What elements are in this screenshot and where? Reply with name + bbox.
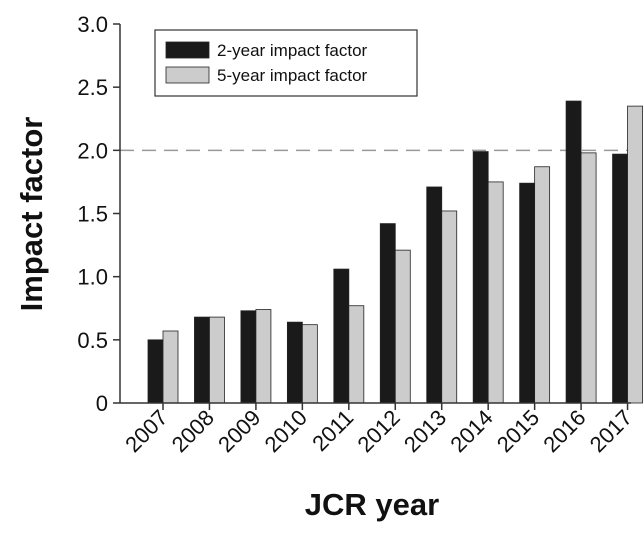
- bar-2yr-2017: [612, 153, 628, 404]
- y-axis-title: Impact factor: [14, 117, 49, 312]
- x-tick-label: 2017: [585, 405, 637, 457]
- bar-5yr-2017: [627, 105, 643, 404]
- bar-2yr-2012: [379, 223, 396, 404]
- legend-label: 5-year impact factor: [217, 66, 368, 85]
- x-tick-label: 2016: [538, 405, 590, 457]
- x-tick-label: 2011: [307, 405, 358, 456]
- bar-2yr-2007: [147, 339, 164, 404]
- y-tick-label: 1.0: [77, 265, 108, 290]
- bar-5yr-2010: [301, 324, 318, 404]
- x-tick-label: 2010: [260, 405, 312, 457]
- bar-2yr-2010: [286, 321, 303, 404]
- x-tick-label: 2012: [353, 405, 405, 457]
- bars-layer: [147, 100, 643, 404]
- x-tick-label: 2014: [445, 405, 497, 457]
- y-tick-label: 1.5: [77, 202, 108, 227]
- bar-2yr-2013: [426, 186, 443, 404]
- legend: 2-year impact factor 5-year impact factor: [154, 29, 418, 97]
- bar-5yr-2013: [441, 210, 458, 404]
- legend-swatch: [165, 66, 210, 84]
- bar-5yr-2008: [209, 316, 225, 404]
- bar-2yr-2016: [565, 100, 582, 404]
- x-tick-label: 2008: [167, 405, 219, 457]
- y-tick-label: 0: [96, 391, 108, 416]
- bar-5yr-2011: [348, 305, 365, 404]
- bar-5yr-2007: [162, 330, 179, 404]
- bar-2yr-2009: [240, 310, 257, 404]
- bar-2yr-2014: [472, 151, 489, 404]
- y-tick-label: 3.0: [77, 12, 108, 37]
- bar-2yr-2015: [519, 182, 536, 404]
- legend-label: 2-year impact factor: [217, 41, 368, 60]
- legend-swatch: [165, 41, 210, 59]
- x-tick-label: 2015: [492, 405, 544, 457]
- bar-5yr-2009: [255, 309, 272, 404]
- x-axis-title: JCR year: [305, 487, 439, 522]
- bar-5yr-2016: [580, 152, 597, 404]
- x-tick-label: 2007: [120, 405, 172, 457]
- x-tick-label: 2009: [213, 405, 265, 457]
- y-tick-label: 2.5: [77, 75, 108, 100]
- bar-5yr-2014: [487, 181, 504, 404]
- y-tick-label: 0.5: [77, 328, 108, 353]
- x-tick-label: 2013: [399, 405, 451, 457]
- bar-2yr-2008: [194, 316, 210, 404]
- y-tick-label: 2.0: [77, 138, 108, 163]
- bar-5yr-2012: [394, 249, 411, 404]
- bar-5yr-2015: [534, 166, 551, 404]
- legend-box: [154, 29, 418, 97]
- bar-2yr-2011: [333, 268, 350, 404]
